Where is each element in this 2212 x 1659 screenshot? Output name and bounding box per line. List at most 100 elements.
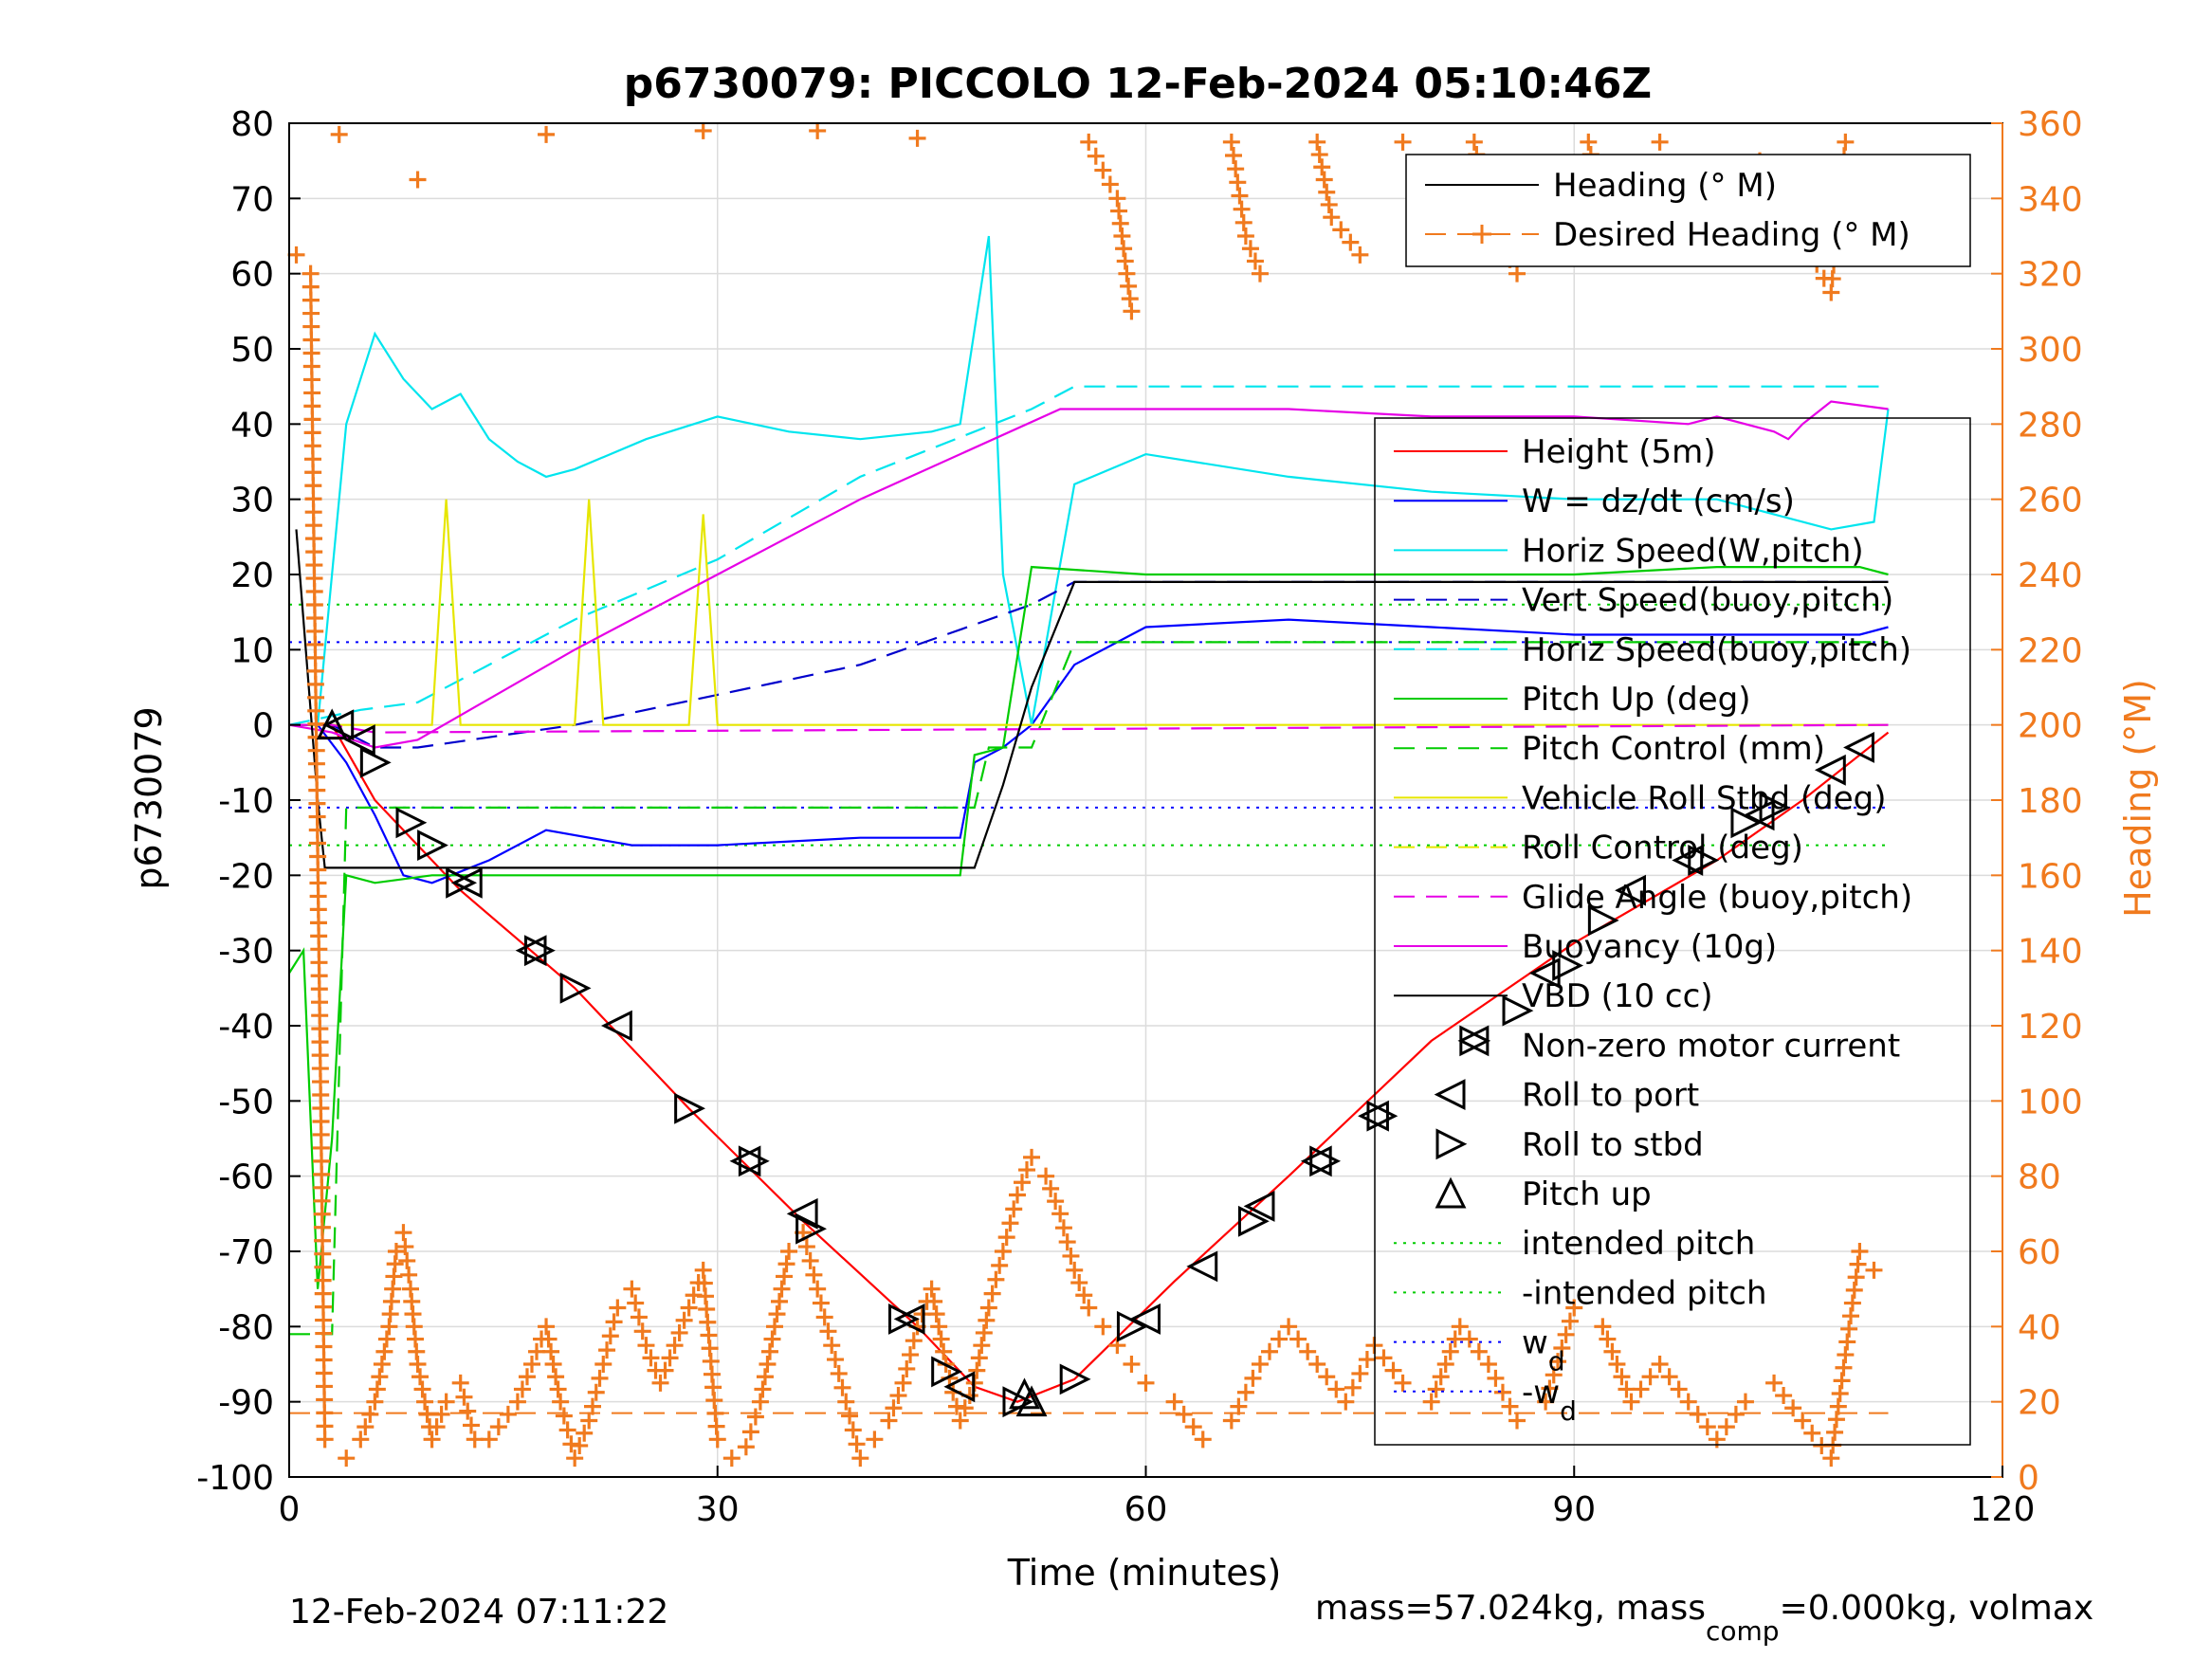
heading-point [848, 1435, 866, 1453]
chart-title: p6730079: PICCOLO 12-Feb-2024 05:10:46Z [624, 60, 1652, 108]
y-right-tick-label: 0 [2018, 1459, 2039, 1498]
marker-roll-stbd [1366, 1100, 1398, 1132]
heading-point [413, 1380, 431, 1398]
marker-roll-stbd [931, 1356, 963, 1388]
heading-point [1487, 1369, 1505, 1387]
heading-point [542, 1342, 560, 1360]
y-tick-label: 30 [230, 482, 274, 520]
heading-point [522, 1356, 540, 1373]
y-right-tick-label: 60 [2018, 1233, 2061, 1272]
heading-point [462, 1416, 480, 1434]
y-right-tick-label: 120 [2018, 1008, 2083, 1047]
heading-point [844, 1421, 862, 1439]
heading-point [459, 1402, 477, 1420]
heading-point [1299, 1342, 1317, 1360]
heading-point [908, 129, 926, 147]
heading-point [1261, 1342, 1279, 1360]
heading-point [1116, 252, 1134, 270]
heading-point [1342, 233, 1360, 251]
heading-point [1222, 133, 1240, 151]
legend-main-label: Roll to port [1522, 1077, 1699, 1115]
footer-mass-prefix: mass=57.024kg, mass [1315, 1589, 1706, 1628]
heading-point [1080, 133, 1098, 151]
heading-point [1840, 1320, 1858, 1338]
heading-point [1120, 277, 1138, 295]
marker-roll-port [600, 1010, 632, 1042]
heading-point [1271, 1330, 1289, 1348]
heading-point [1108, 190, 1126, 208]
x-tick-label: 30 [696, 1490, 740, 1529]
heading-point [1375, 1349, 1393, 1367]
y-axis-right-ticks: 3603403203002802602402202001801601401201… [1991, 105, 2083, 1498]
heading-point [994, 1243, 1012, 1260]
marker-roll-stbd [1116, 1310, 1148, 1342]
heading-point [1318, 183, 1336, 201]
heading-point [1565, 1299, 1583, 1317]
y-right-tick-label: 180 [2018, 782, 2083, 821]
heading-point [1670, 1380, 1688, 1398]
heading-point [627, 1294, 645, 1312]
heading-point [528, 1342, 546, 1360]
legend-heading-label: Heading (° M) [1553, 167, 1777, 205]
heading-point [1501, 1397, 1519, 1415]
heading-point [539, 1330, 558, 1348]
heading-point [776, 1267, 794, 1285]
legend-swatch [1434, 1079, 1466, 1111]
heading-point [925, 1292, 943, 1310]
heading-point [508, 1393, 526, 1411]
heading-point [833, 1378, 851, 1396]
heading-point [1679, 1393, 1697, 1411]
heading-point [951, 1412, 969, 1430]
heading-point [680, 1299, 698, 1317]
heading-point [722, 1449, 740, 1468]
heading-point [1231, 187, 1249, 205]
heading-point [400, 1266, 418, 1284]
heading-point [656, 1361, 674, 1379]
heading-point [898, 1359, 916, 1377]
heading-point [562, 1435, 580, 1453]
heading-point [1557, 1325, 1575, 1343]
heading-point [777, 1255, 795, 1273]
legend-main-label-text: Vehicle Roll Stbd (deg) [1522, 779, 1887, 817]
heading-point [1493, 1383, 1511, 1401]
heading-point [1599, 1330, 1617, 1348]
heading-point [932, 1330, 950, 1348]
heading-point [1054, 1219, 1072, 1237]
marker-roll-stbd [1459, 1025, 1491, 1057]
heading-point [418, 1405, 436, 1423]
heading-point [1698, 1418, 1716, 1436]
heading-point [1622, 1393, 1640, 1411]
heading-point [466, 1431, 484, 1449]
marker-roll-port [450, 866, 483, 899]
heading-point [1451, 1318, 1469, 1336]
legend-main-label: Non-zero motor current [1522, 1027, 1900, 1065]
heading-point [780, 1243, 798, 1260]
legend-main-label: Horiz Speed(W,pitch) [1522, 532, 1864, 570]
heading-point [1479, 1356, 1497, 1373]
heading-point [1327, 1380, 1345, 1398]
heading-point [371, 1368, 389, 1386]
y-tick-label: -90 [218, 1384, 274, 1423]
heading-point [1384, 1361, 1402, 1379]
heading-point [1066, 1261, 1084, 1279]
footer-mass-suffix: =0.000kg, volmax [1780, 1589, 2094, 1628]
heading-point [841, 1407, 859, 1425]
marker-roll-stbd [559, 972, 592, 1004]
heading-point [1470, 1342, 1488, 1360]
marker-roll-port [322, 709, 355, 741]
heading-point [1660, 1368, 1678, 1386]
heading-point [1843, 1294, 1861, 1312]
marker-layer [316, 708, 1874, 1418]
heading-point [1165, 1393, 1183, 1411]
heading-point [1075, 1286, 1093, 1304]
heading-point [1042, 1179, 1060, 1197]
heading-point [1320, 195, 1338, 213]
marker-roll-stbd [1237, 1205, 1270, 1237]
heading-point [889, 1387, 907, 1405]
x-tick-label: 90 [1552, 1490, 1596, 1529]
y-right-tick-label: 260 [2018, 482, 2083, 520]
heading-point [1070, 1274, 1088, 1292]
heading-point [1465, 133, 1483, 151]
heading-point [1087, 147, 1105, 165]
heading-point [975, 1323, 993, 1341]
